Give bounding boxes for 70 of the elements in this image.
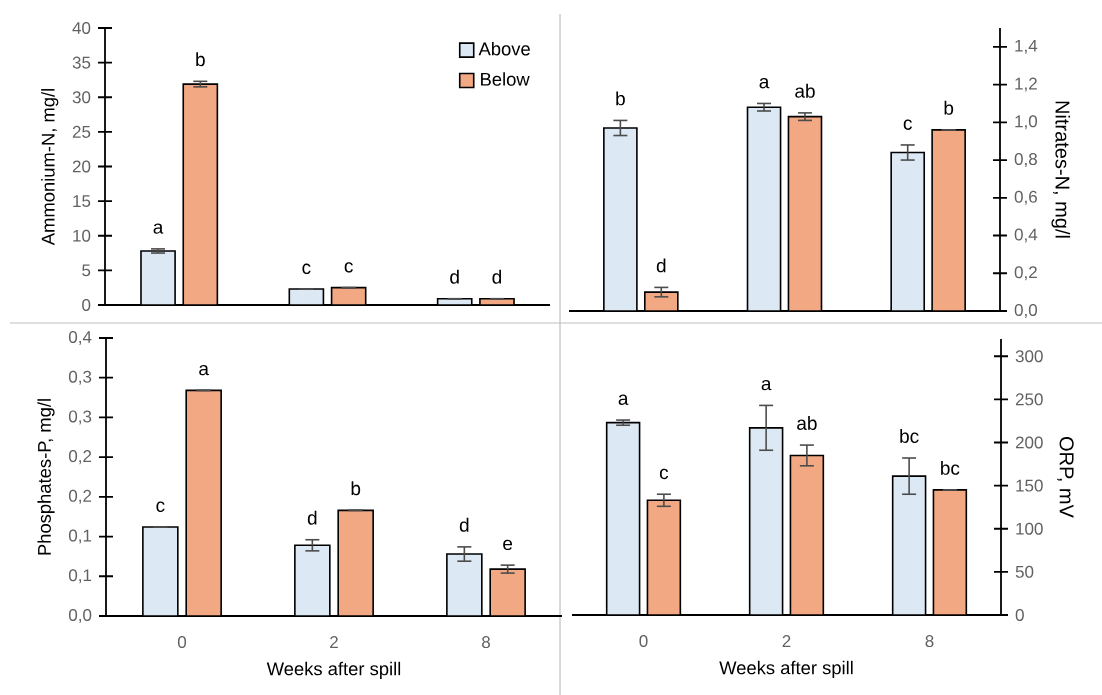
x-tick-label: 2 (330, 636, 338, 648)
data-label: d (459, 517, 469, 532)
data-label: b (196, 52, 205, 67)
y2-tick-label: 1,2 (1015, 77, 1037, 92)
y-tick-label: 20 (72, 160, 91, 173)
y-tick-label: 0,3 (68, 370, 92, 385)
x-axis-title: Weeks after spill (719, 660, 853, 678)
data-label: c (344, 262, 353, 273)
data-label: c (903, 119, 912, 130)
x-tick-label: 0 (639, 635, 648, 648)
data-label: d (307, 510, 317, 525)
y2-tick-label: 200 (1015, 436, 1043, 449)
y-tick-label: 0,3 (68, 410, 92, 425)
y2-tick-label: 250 (1015, 393, 1043, 406)
y2-axis-title: ORP, mV (1057, 436, 1074, 518)
y-tick-label: 5 (82, 264, 91, 277)
data-label: a (618, 394, 629, 405)
data-label: d (492, 269, 502, 284)
data-label: a (759, 77, 770, 89)
y2-tick-label: 100 (1016, 522, 1043, 535)
x-tick-label: 0 (177, 636, 187, 649)
y-tick-label: 0,1 (68, 529, 92, 544)
x-tick-label: 8 (482, 636, 490, 649)
y-tick-label: 0,2 (68, 489, 92, 504)
data-label: ab (797, 416, 817, 431)
y-tick-label: 35 (72, 56, 91, 69)
data-label: bc (900, 428, 919, 443)
data-label: bc (941, 460, 960, 475)
y2-tick-label: 150 (1016, 479, 1043, 492)
y-tick-label: 0 (82, 298, 91, 311)
data-label: d (656, 258, 666, 273)
y2-tick-label: 0,2 (1014, 266, 1037, 281)
y-tick-label: 10 (73, 229, 91, 242)
data-label: c (302, 263, 311, 274)
data-label: c (156, 501, 165, 512)
data-label: a (153, 223, 164, 234)
y-tick-label: 0,2 (68, 450, 92, 465)
data-label: a (199, 364, 209, 376)
y-tick-label: 15 (73, 195, 91, 208)
y-tick-label: 30 (72, 91, 91, 104)
y-tick-label: 25 (72, 125, 91, 138)
data-label: b (351, 481, 361, 496)
x-axis-title: Weeks after spill (266, 661, 401, 679)
data-label: e (503, 539, 513, 551)
y2-tick-label: 0,8 (1014, 153, 1037, 168)
y-tick-label: 0,4 (68, 330, 92, 345)
y-axis-title: Ammonium-N, mg/l (41, 89, 59, 246)
y2-axis-title: Nitrates-N, mg/l (1051, 101, 1071, 238)
data-label: b (616, 91, 625, 106)
y2-tick-label: 50 (1015, 565, 1034, 578)
y-axis-title: Phosphates-P, mg/l (37, 399, 55, 555)
x-tick-label: 2 (782, 635, 791, 647)
data-label: a (761, 379, 772, 391)
y2-tick-label: 0,4 (1014, 228, 1038, 243)
y-tick-label: 0,0 (68, 608, 92, 623)
data-label: c (659, 468, 669, 480)
data-label: d (450, 269, 459, 284)
legend-label: Below (481, 72, 530, 86)
y2-tick-label: 0 (1015, 608, 1024, 621)
data-label: ab (795, 83, 815, 98)
data-label: b (944, 100, 954, 115)
y2-tick-label: 1,0 (1015, 115, 1038, 130)
y2-tick-label: 300 (1015, 350, 1043, 363)
y-tick-label: 40 (72, 21, 91, 35)
y-tick-label: 0,1 (68, 569, 92, 584)
legend-label: Above (478, 41, 530, 56)
x-tick-label: 8 (925, 635, 934, 648)
y2-tick-label: 1,4 (1015, 39, 1038, 54)
y2-tick-label: 0,6 (1014, 190, 1037, 205)
y2-tick-label: 0,0 (1014, 303, 1038, 318)
